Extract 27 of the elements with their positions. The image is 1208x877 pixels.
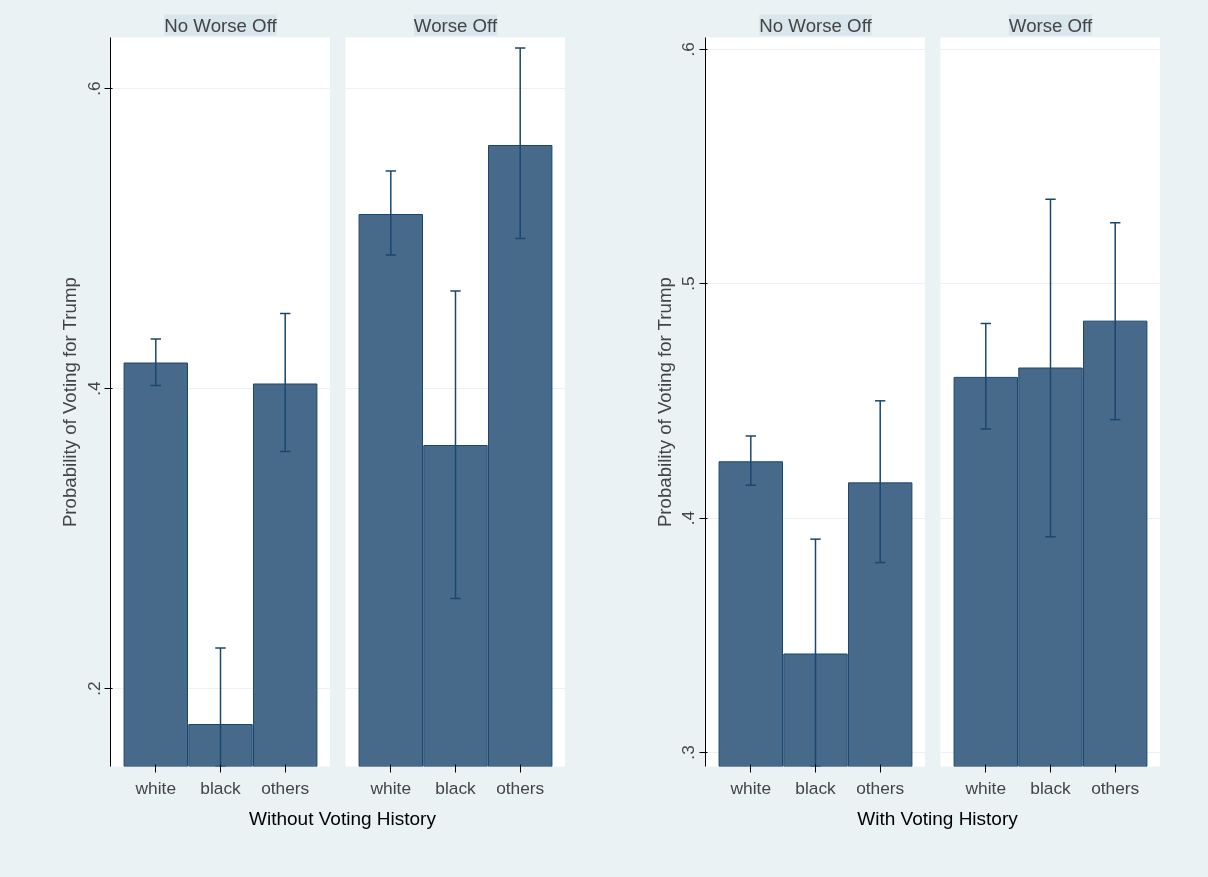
chart-title: Worse Off — [1008, 14, 1093, 36]
chart-title: No Worse Off — [164, 14, 278, 36]
chart-title: Worse Off — [413, 14, 498, 36]
y-tick-label: .4 — [83, 380, 104, 396]
x-tick-label: black — [795, 777, 837, 798]
y-tick-label: .3 — [678, 745, 699, 760]
x-tick-label: white — [729, 777, 772, 798]
y-axis-title: Probability of Voting for Trump — [58, 277, 80, 528]
x-tick-label: white — [964, 777, 1007, 798]
x-tick-label: black — [435, 777, 477, 798]
y-tick-label: .6 — [678, 41, 699, 57]
x-axis-title: With Voting History — [857, 807, 1018, 831]
y-tick-label: .6 — [83, 81, 104, 96]
y-tick-label: .2 — [83, 681, 104, 696]
y-axis-title: Probability of Voting for Trump — [653, 277, 675, 528]
y-tick-label: .5 — [678, 276, 699, 291]
y-tick-label: .4 — [678, 510, 699, 526]
x-tick-label: others — [856, 777, 905, 798]
x-tick-label: white — [134, 777, 177, 798]
x-tick-label: others — [496, 777, 545, 798]
x-tick-label: others — [1091, 777, 1140, 798]
x-tick-label: others — [261, 777, 310, 798]
x-axis-title: Without Voting History — [249, 807, 436, 831]
chart-title: No Worse Off — [759, 14, 873, 36]
x-tick-label: black — [200, 777, 242, 798]
x-tick-label: black — [1030, 777, 1072, 798]
x-tick-label: white — [369, 777, 412, 798]
